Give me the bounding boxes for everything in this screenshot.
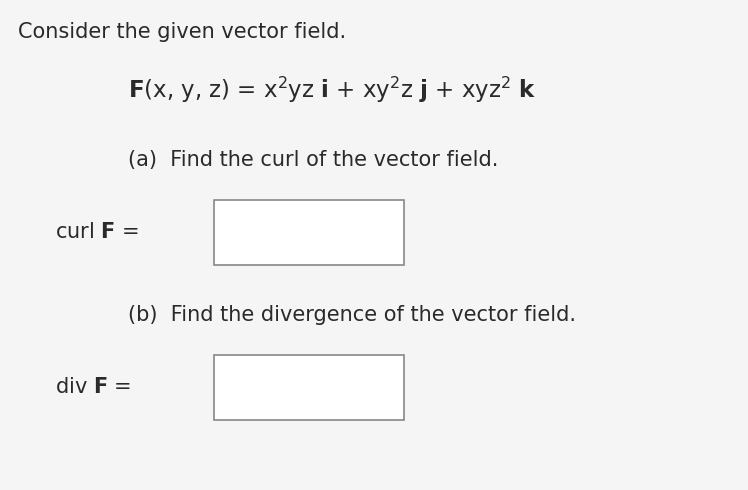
Text: $\mathbf{F}$(x, y, z) = x$^2$yz $\mathbf{i}$ + xy$^2$z $\mathbf{j}$ + xyz$^2$ $\: $\mathbf{F}$(x, y, z) = x$^2$yz $\mathbf… (128, 75, 536, 105)
Text: div $\mathbf{F}$ =: div $\mathbf{F}$ = (55, 377, 132, 397)
Text: curl $\mathbf{F}$ =: curl $\mathbf{F}$ = (55, 222, 139, 242)
Text: (a)  Find the curl of the vector field.: (a) Find the curl of the vector field. (128, 150, 498, 170)
Text: (b)  Find the divergence of the vector field.: (b) Find the divergence of the vector fi… (128, 305, 576, 325)
Text: Consider the given vector field.: Consider the given vector field. (18, 22, 346, 42)
